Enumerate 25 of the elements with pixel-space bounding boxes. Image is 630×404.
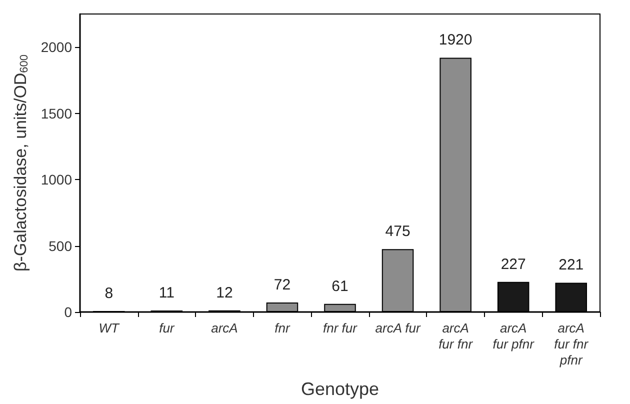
data-label: 8 <box>104 284 114 302</box>
y-axis-title: β-Galactosidase, units/OD600 <box>10 54 30 272</box>
y-tick-label: 1000 <box>40 172 72 188</box>
y-tick-label: 1500 <box>40 105 72 122</box>
data-label: 475 <box>385 223 410 240</box>
x-tick-label: arcA fur pfnr <box>492 320 535 352</box>
data-label: 227 <box>500 256 526 273</box>
x-tick-label: fur <box>159 320 175 336</box>
x-axis-title: Genotype <box>300 379 380 399</box>
data-label: 12 <box>216 284 233 302</box>
x-tick-label: arcA fur <box>375 320 421 336</box>
data-label: 1920 <box>438 32 472 49</box>
data-label: 72 <box>274 276 291 294</box>
x-tick-label: arcA <box>211 320 238 336</box>
x-tick-label: arcA fur fnr <box>438 320 474 352</box>
data-label: 11 <box>158 284 174 302</box>
data-label: 61 <box>332 278 348 295</box>
y-tick-label: 0 <box>64 304 72 320</box>
y-tick-label: 2000 <box>40 39 72 56</box>
x-tick-label: fnr fur <box>323 320 358 336</box>
data-label: 221 <box>558 256 584 274</box>
x-tick-label: arcA fur fnr pfnr <box>554 320 589 368</box>
x-tick-label: WT <box>98 320 120 336</box>
x-tick-label: fnr <box>274 320 290 336</box>
y-tick-label: 500 <box>48 238 72 254</box>
